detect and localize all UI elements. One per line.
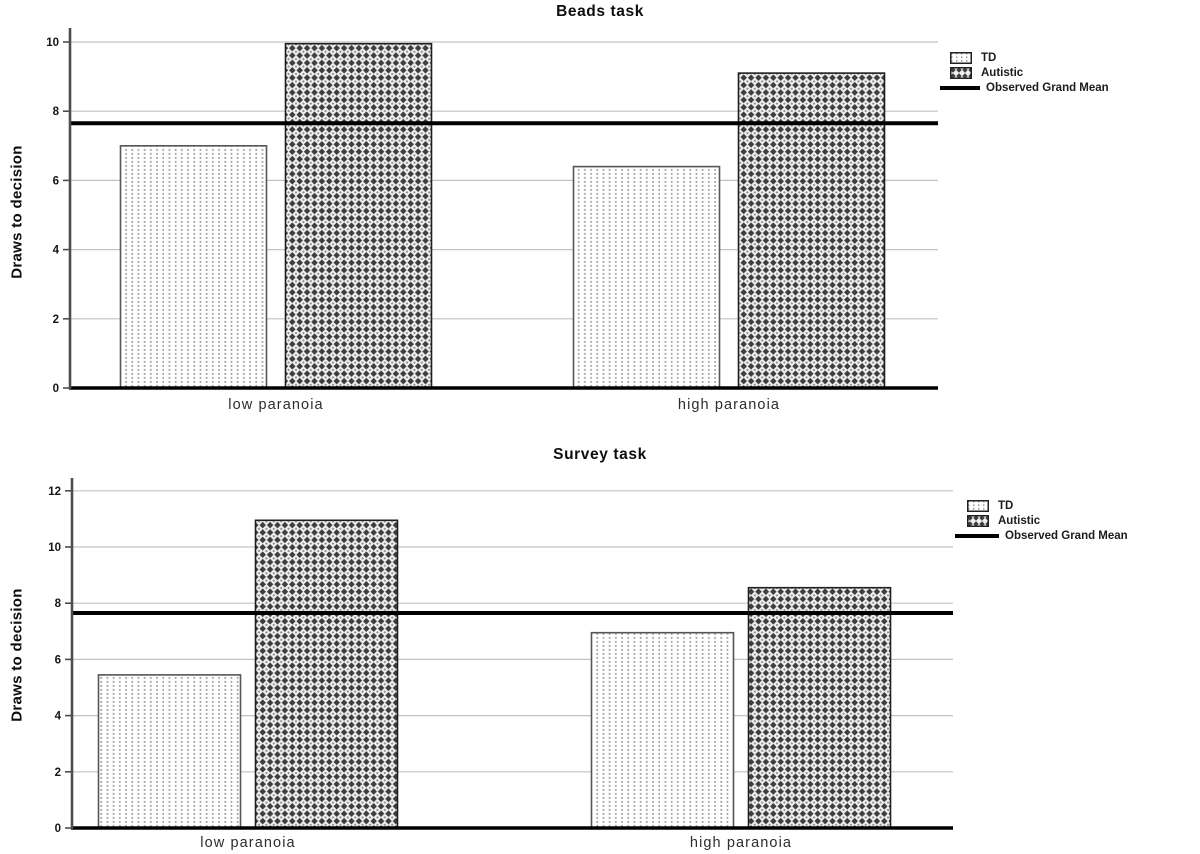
legend-item-autistic: Autistic	[955, 513, 1128, 528]
grand-mean-line-swatch-icon	[955, 533, 999, 538]
y-tick-label-12: 12	[48, 486, 61, 498]
legend-item-autistic: Autistic	[940, 65, 1109, 80]
y-tick-label-0: 0	[55, 823, 61, 835]
bar-autistic-high-paranoia	[747, 586, 892, 829]
legend-beads: TD Autistic Observed Grand Mean	[940, 50, 1109, 95]
y-tick-label-10: 10	[46, 37, 59, 49]
y-tick-label-0: 0	[53, 383, 59, 395]
category-label-low-paranoia: low paranoia	[200, 835, 295, 851]
legend-label-grand-mean: Observed Grand Mean	[986, 81, 1109, 94]
bar-autistic-high-paranoia	[737, 72, 886, 389]
grand-mean-line-swatch-icon	[940, 85, 980, 90]
y-tick-label-4: 4	[53, 245, 60, 257]
y-tick-label-6: 6	[55, 654, 61, 666]
category-label-low-paranoia: low paranoia	[228, 397, 323, 413]
legend-item-td: TD	[940, 50, 1109, 65]
y-tick-label-4: 4	[55, 711, 62, 723]
td-pattern-swatch-icon	[967, 499, 989, 512]
bar-autistic-low-paranoia	[284, 42, 433, 389]
chart-title-survey: Survey task	[553, 446, 647, 463]
bar-td-high-paranoia	[590, 631, 735, 829]
y-tick-label-6: 6	[53, 175, 59, 187]
legend-label-autistic: Autistic	[981, 66, 1024, 79]
autistic-pattern-swatch-icon	[950, 66, 972, 79]
chart-title-beads: Beads task	[556, 3, 644, 20]
bar-td-low-paranoia	[119, 145, 268, 389]
y-tick-label-2: 2	[55, 767, 61, 779]
category-label-high-paranoia: high paranoia	[678, 397, 780, 413]
y-tick-label-8: 8	[55, 598, 62, 610]
y-tick-label-8: 8	[53, 106, 60, 118]
legend-label-grand-mean: Observed Grand Mean	[1005, 529, 1128, 542]
legend-item-td: TD	[955, 498, 1128, 513]
legend-label-autistic: Autistic	[998, 514, 1041, 527]
y-tick-label-2: 2	[53, 314, 59, 326]
survey-task-plot: low paranoia high paranoia 0 2 4 6 8 10 12	[48, 478, 953, 851]
category-label-high-paranoia: high paranoia	[690, 835, 792, 851]
bar-autistic-low-paranoia	[254, 519, 399, 829]
legend-item-grand-mean: Observed Grand Mean	[955, 528, 1128, 543]
bar-td-high-paranoia	[572, 165, 721, 389]
beads-task-plot: low paranoia high paranoia 0 2 4 6 8 10	[46, 28, 938, 413]
legend-item-grand-mean: Observed Grand Mean	[940, 80, 1109, 95]
td-pattern-swatch-icon	[950, 51, 972, 64]
legend-label-td: TD	[998, 499, 1014, 512]
y-tick-label-10: 10	[48, 542, 61, 554]
autistic-pattern-swatch-icon	[967, 514, 989, 527]
legend-survey: TD Autistic Observed Grand Mean	[955, 498, 1128, 543]
legend-label-td: TD	[981, 51, 997, 64]
bar-td-low-paranoia	[97, 674, 242, 829]
